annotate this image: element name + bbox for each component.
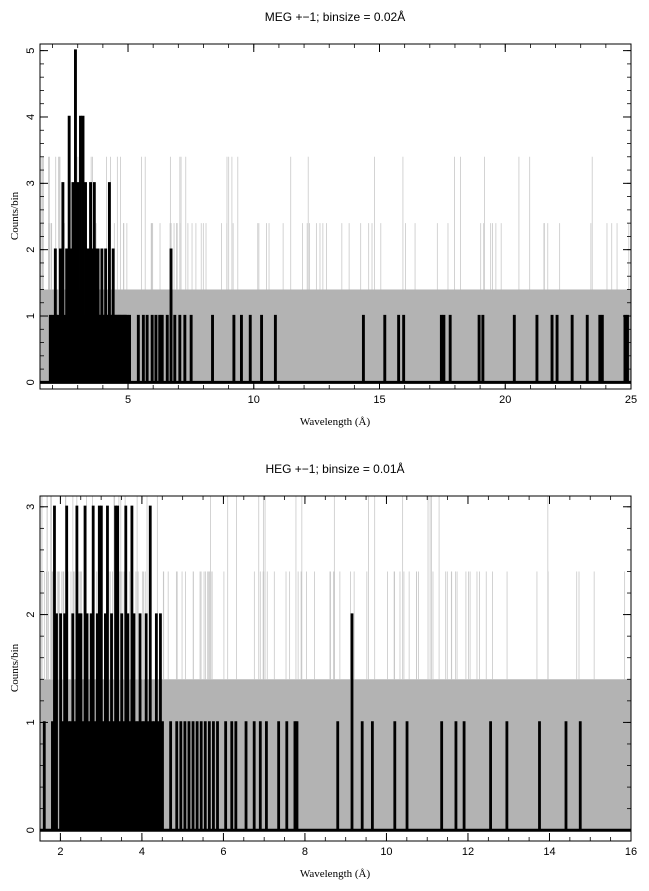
meg-count-bin (141, 314, 145, 383)
heg-x-tick-label: 2 (57, 846, 63, 858)
heg-x-tick-label: 4 (139, 846, 145, 858)
meg-count-bin (570, 314, 574, 383)
meg-count-bin (512, 314, 516, 383)
meg-count-bin (189, 314, 193, 383)
heg-x-tick-label: 10 (380, 846, 392, 858)
meg-count-bin (397, 314, 401, 383)
meg-count-bin (273, 314, 277, 383)
meg-count-bin (173, 314, 177, 383)
meg-count-bin (477, 314, 481, 383)
meg-count-bin (248, 314, 252, 383)
meg-x-tick-label: 20 (499, 394, 511, 406)
meg-y-tick-label: 3 (25, 180, 37, 186)
meg-count-bin (211, 314, 214, 383)
meg-panel: MEG +−1; binsize = 0.02Å 5 10 15 20 25012345… (9, 9, 637, 428)
heg-y-tick-label: 2 (25, 612, 37, 618)
meg-count-bin (61, 182, 65, 383)
meg-count-bin (555, 314, 559, 383)
meg-count-bin (145, 314, 149, 383)
meg-count-bin (183, 314, 187, 383)
meg-count-bin (136, 314, 140, 383)
meg-count-bin (56, 314, 60, 383)
meg-y-tick-label: 5 (25, 48, 37, 54)
heg-x-tick-label: 12 (462, 846, 474, 858)
meg-x-tick-label: 10 (248, 394, 260, 406)
meg-count-bin (51, 314, 55, 383)
heg-y-tick-label: 0 (25, 827, 37, 833)
meg-count-bin (239, 314, 243, 383)
meg-count-bin (232, 314, 236, 383)
meg-count-bin (165, 314, 169, 383)
heg-x-axis-label: Wavelength (Å) (300, 868, 371, 880)
meg-x-axis-label: Wavelength (Å) (300, 416, 371, 428)
meg-count-bin (178, 314, 182, 383)
heg-y-tick-label: 1 (25, 719, 37, 725)
meg-count-bin (81, 115, 85, 383)
meg-count-bin (76, 182, 80, 383)
meg-count-bin (48, 314, 52, 383)
meg-count-bin (158, 314, 162, 383)
meg-count-bin (260, 314, 264, 383)
heg-x-tick-label: 6 (220, 846, 226, 858)
heg-x-tick-label: 16 (625, 846, 637, 858)
meg-y-tick-label: 1 (25, 313, 37, 319)
meg-count-bin (598, 314, 602, 383)
meg-y-tick-label: 0 (25, 379, 37, 385)
meg-count-bin (160, 314, 164, 383)
meg-y-tick-label: 2 (25, 247, 37, 253)
meg-count-bin (600, 314, 604, 383)
meg-count-bin (89, 182, 93, 383)
heg-y-tick-label: 3 (25, 504, 37, 510)
meg-y-axis-label: Counts/bin (9, 191, 21, 240)
meg-count-bin (107, 182, 111, 383)
meg-count-bin (383, 314, 387, 383)
meg-y-tick-label: 4 (25, 114, 37, 120)
heg-x-tick-label: 8 (302, 846, 308, 858)
meg-count-bin (448, 314, 452, 383)
meg-count-bin (154, 314, 158, 383)
meg-chart-title: MEG +−1; binsize = 0.02Å (265, 9, 405, 24)
meg-count-bin (71, 182, 75, 383)
meg-count-bin (550, 314, 554, 383)
meg-count-bin (442, 314, 446, 383)
meg-count-bin (361, 314, 365, 383)
meg-count-bin (169, 248, 173, 383)
meg-plot-frame (39, 43, 632, 390)
meg-count-bin (150, 314, 154, 383)
heg-counts-series (40, 505, 631, 832)
heg-panel: HEG +−1; binsize = 0.01Å 2 4 6 8 10 12 14 16012… (9, 461, 637, 880)
heg-x-tick-label: 14 (543, 846, 555, 858)
heg-chart-title: HEG +−1; binsize = 0.01Å (265, 461, 404, 476)
meg-axes: 5 10 15 20 25 0 1 2 3 4 5 (25, 44, 637, 406)
meg-count-bin (128, 314, 131, 383)
meg-count-bin (535, 314, 539, 383)
meg-count-bin (626, 314, 629, 383)
heg-plot-frame (39, 495, 632, 842)
meg-count-bin (623, 314, 627, 383)
meg-count-bin (439, 314, 443, 383)
meg-count-bin (74, 49, 77, 383)
meg-x-tick-label: 25 (625, 394, 637, 406)
heg-y-axis-label: Counts/bin (9, 643, 21, 692)
meg-x-tick-label: 15 (373, 394, 385, 406)
meg-x-tick-label: 5 (125, 394, 131, 406)
meg-count-bin (125, 314, 129, 383)
meg-count-bin (585, 314, 589, 383)
meg-count-bin (481, 314, 485, 383)
meg-count-bin (402, 314, 406, 383)
